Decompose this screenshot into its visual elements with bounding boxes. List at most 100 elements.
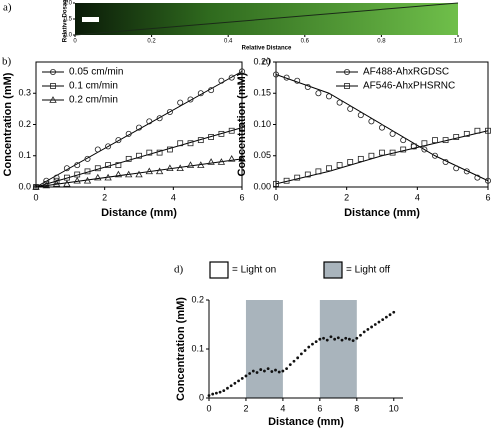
point [94,165,101,172]
point [135,124,142,131]
point [207,394,211,397]
point [238,68,245,75]
legend-marker [344,83,350,89]
point [388,313,392,317]
point [43,177,50,184]
y-tick-label: 0.2 [18,119,31,129]
point [421,140,428,147]
x-tick-label: 0 [273,192,278,202]
point [304,171,311,178]
point [166,164,174,172]
point [315,90,322,97]
y-tick-label: 0.3 [18,88,31,98]
point [155,167,164,175]
point [333,337,337,341]
point [485,127,491,134]
point [217,158,226,165]
point [474,174,481,181]
point [125,155,132,162]
legend-marker [50,69,57,76]
point [274,368,277,372]
point [211,392,215,396]
point [400,137,407,144]
y-axis-title: Concentration (mM) [236,72,248,176]
point [410,143,417,150]
legend-label: = Light on [232,265,276,276]
point [240,377,244,380]
point [340,338,344,342]
point [228,127,235,134]
point [373,323,377,326]
point [362,330,366,334]
fit-line [275,74,489,182]
x-tick-label: 10 [389,403,399,413]
point [166,109,173,116]
point [272,71,279,78]
point [336,162,343,169]
point [484,177,491,184]
point [228,155,236,162]
point [325,338,329,342]
y-tick-label: 0.20 [253,56,271,66]
point [197,137,204,144]
point [377,320,381,324]
point [83,176,92,184]
point [187,96,194,103]
y-tick-label: 0.5 [64,17,73,23]
point [115,162,122,169]
legend-label: AF488-AhxRGDSC [363,67,449,78]
y-tick-label: 0 [199,392,204,402]
point [370,325,373,329]
point [43,180,50,187]
point [73,176,81,184]
point [273,180,279,187]
point [114,170,123,178]
x-tick-label: 2 [243,403,248,413]
point [292,359,296,363]
y-tick-label: 0.1 [18,150,31,160]
point [336,336,340,340]
x-tick-label: 0 [73,39,77,45]
legend-box [323,261,343,279]
y-tick-label: 1.0 [64,1,73,7]
point [307,345,311,349]
y-tick-label: 0.2 [191,294,204,304]
scale-bar [82,17,99,22]
legend-label: 0.2 cm/min [69,95,118,106]
point [146,118,153,125]
point [146,149,153,156]
point [176,164,184,172]
point [208,87,215,94]
point [42,181,50,189]
point [84,155,91,162]
x-tick-label: 2 [102,192,107,202]
point [145,167,153,175]
point [248,372,252,375]
point [237,379,240,383]
point [222,389,226,393]
legend-label: AF546-AhxPHSRNC [363,81,455,92]
point [218,390,222,394]
point [52,180,61,187]
point [347,105,354,112]
point [303,349,307,352]
legend-marker [343,69,350,76]
point [156,115,163,122]
point [421,146,428,153]
point [389,130,396,137]
point [259,368,263,371]
point [288,363,292,367]
point [463,168,470,175]
legend-marker [49,96,57,103]
point [125,170,133,178]
point [318,337,322,341]
y-tick-label: 0.1 [191,343,204,353]
point [384,315,388,319]
point [347,159,354,165]
panel-label: c) [262,56,271,68]
x-axis-title: Distance (mm) [344,207,420,219]
y-tick-label: 0.0 [18,181,31,191]
point [368,152,375,159]
point [94,173,102,181]
y-axis-title: Concentration (mM) [2,72,14,176]
